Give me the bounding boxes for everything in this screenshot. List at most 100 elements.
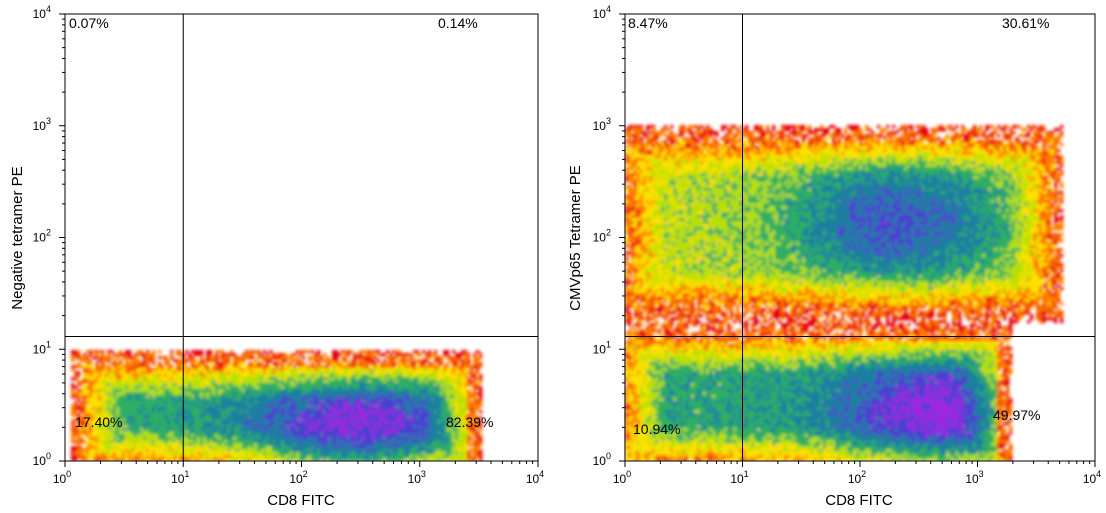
density-cell	[338, 398, 342, 402]
density-cell	[128, 446, 132, 450]
density-cell	[92, 449, 96, 453]
density-cell	[458, 431, 462, 435]
density-cell	[215, 392, 219, 396]
density-cell	[119, 443, 123, 447]
density-cell	[128, 437, 132, 441]
density-cell	[290, 398, 294, 402]
density-cell	[203, 386, 207, 390]
density-cell	[242, 407, 246, 411]
density-cell	[383, 425, 387, 429]
density-cell	[215, 431, 219, 435]
density-cell	[389, 413, 393, 417]
density-cell	[209, 416, 213, 420]
density-cell	[449, 401, 453, 405]
density-cell	[431, 416, 435, 420]
density-cell	[464, 380, 468, 384]
density-cell	[128, 443, 132, 447]
density-cell	[272, 440, 276, 444]
density-cell	[137, 446, 141, 450]
density-cell	[398, 359, 402, 363]
density-cell	[137, 416, 141, 420]
density-cell	[458, 452, 462, 456]
density-cell	[362, 404, 366, 408]
density-cell	[377, 440, 381, 444]
density-cell	[335, 416, 339, 420]
density-cell	[152, 434, 156, 438]
density-cell	[470, 410, 474, 414]
density-cell	[338, 389, 342, 393]
density-cell	[467, 413, 471, 417]
density-cell	[110, 455, 114, 459]
density-cell	[116, 389, 120, 393]
density-cell	[443, 392, 447, 396]
density-cell	[350, 371, 354, 375]
density-cell	[209, 443, 213, 447]
density-cell	[353, 386, 357, 390]
density-cell	[248, 419, 252, 423]
density-cell	[80, 389, 84, 393]
density-cell	[356, 443, 360, 447]
density-cell	[185, 434, 189, 438]
density-cell	[155, 410, 159, 414]
density-cell	[194, 425, 198, 429]
density-cell	[179, 443, 183, 447]
density-cell	[314, 389, 318, 393]
density-cell	[125, 389, 129, 393]
density-cell	[410, 377, 414, 381]
density-cell	[92, 455, 96, 459]
density-cell	[410, 431, 414, 435]
density-cell	[449, 422, 453, 426]
density-cell	[377, 416, 381, 420]
density-cell	[113, 359, 117, 363]
density-cell	[194, 398, 198, 402]
density-cell	[113, 389, 117, 393]
density-cell	[326, 398, 330, 402]
density-cell	[266, 455, 270, 459]
density-cell	[233, 359, 237, 363]
density-cell	[71, 350, 75, 354]
density-cell	[434, 359, 438, 363]
density-cell	[323, 365, 327, 369]
density-cell	[368, 389, 372, 393]
density-cell	[269, 380, 273, 384]
density-cell	[92, 425, 96, 429]
density-cell	[146, 419, 150, 423]
density-cell	[464, 410, 468, 414]
density-cell	[311, 350, 315, 354]
density-cell	[233, 446, 237, 450]
density-cell	[107, 383, 111, 387]
density-cell	[158, 395, 162, 399]
density-cell	[392, 437, 396, 441]
density-cell	[281, 446, 285, 450]
density-cell	[209, 383, 213, 387]
density-cell	[89, 386, 93, 390]
density-cell	[628, 215, 632, 219]
density-cell	[242, 443, 246, 447]
density-cell	[284, 389, 288, 393]
density-cell	[473, 449, 477, 453]
density-cell	[383, 443, 387, 447]
density-cell	[281, 374, 285, 378]
density-cell	[440, 413, 444, 417]
density-cell	[116, 431, 120, 435]
density-cell	[458, 455, 462, 459]
density-cell	[431, 431, 435, 435]
density-cell	[467, 458, 471, 461]
density-cell	[437, 437, 441, 441]
density-cell	[371, 434, 375, 438]
density-cell	[452, 368, 456, 372]
density-cell	[212, 455, 216, 459]
density-cell	[278, 416, 282, 420]
density-cell	[296, 383, 300, 387]
left-panel: 100 100 101 101 102 102 103 103 104 104 CD8 FITC …	[9, 4, 544, 509]
density-cell	[425, 353, 429, 357]
density-cell	[134, 389, 138, 393]
density-cell	[380, 389, 384, 393]
density-cell	[413, 365, 417, 369]
density-cell	[452, 401, 456, 405]
density-cell	[104, 425, 108, 429]
density-cell	[164, 401, 168, 405]
density-cell	[404, 455, 408, 459]
density-cell	[317, 371, 321, 375]
density-cell	[425, 389, 429, 393]
